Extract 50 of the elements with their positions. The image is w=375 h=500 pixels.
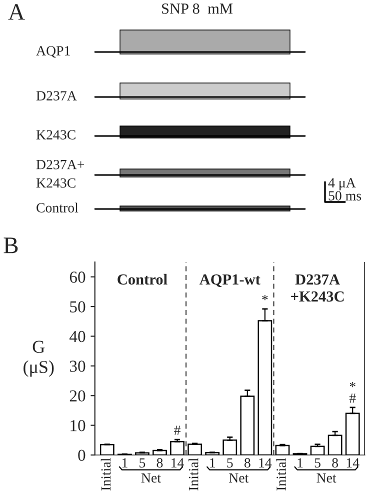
annotation: Control: [118, 274, 168, 285]
text: D237A: [36, 91, 77, 100]
data-label: *: [262, 295, 268, 300]
x-tick-label: 14: [172, 458, 184, 468]
x-tick-label: Initial: [188, 458, 198, 490]
bar: [222, 440, 238, 455]
bar: [188, 444, 202, 455]
x-tick-label: 8: [156, 458, 163, 468]
text: Net: [316, 473, 336, 483]
x-tick-label: 1: [122, 458, 128, 468]
x-tick-label: 8: [332, 458, 338, 468]
data-label: * #: [349, 382, 356, 403]
text: 50 ms: [328, 191, 362, 200]
text: D237A+ K243C: [36, 160, 84, 188]
y-tick-label: 10: [70, 420, 86, 432]
y-tick-label: 40: [70, 330, 86, 342]
bar: [275, 444, 290, 455]
bar: [100, 444, 114, 455]
x-tick-label: 5: [314, 458, 320, 468]
y-tick-label: 50: [70, 301, 86, 312]
bar: [170, 441, 184, 455]
y-axis-title: G (μS): [24, 340, 54, 377]
y-tick-label: 0: [78, 450, 86, 461]
x-tick-label: 1: [210, 458, 215, 468]
data-label: #: [174, 426, 180, 435]
x-tick-label: 5: [227, 458, 233, 468]
y-tick-label: 60: [70, 272, 86, 283]
text: AQP1: [36, 46, 70, 58]
x-tick-label: 5: [140, 458, 146, 468]
y-tick-label: 20: [70, 390, 86, 402]
text: Control: [36, 202, 78, 212]
chart-title: B: [4, 238, 18, 254]
x-tick-label: 14: [346, 458, 360, 468]
text: SNP 8 mM: [162, 4, 233, 14]
bar: [310, 446, 325, 455]
bar: [152, 450, 167, 455]
text: K243C: [36, 130, 76, 140]
x-tick-label: Initial: [100, 458, 111, 490]
y-tick-label: 30: [70, 360, 86, 372]
text: Net: [141, 473, 161, 483]
bar: [328, 434, 342, 455]
text: Net: [229, 473, 249, 483]
x-tick-label: Initial: [276, 458, 286, 490]
x-tick-label: 8: [244, 458, 250, 468]
x-tick-label: 14: [259, 458, 272, 468]
annotation: D237A +K243C: [291, 274, 344, 302]
annotation: AQP1-wt: [199, 274, 260, 287]
x-tick-label: 1: [298, 458, 303, 468]
text: A: [8, 4, 25, 20]
text: 4 μA: [328, 178, 356, 190]
